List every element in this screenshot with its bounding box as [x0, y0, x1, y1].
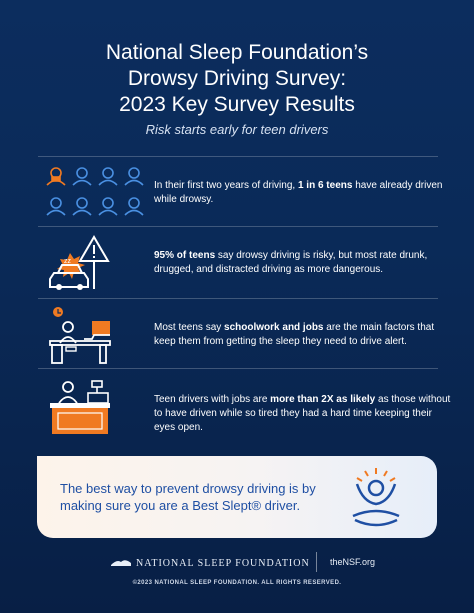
risky-car-icon: zz — [44, 233, 114, 298]
best-slept-callout: The best way to prevent drowsy driving i… — [37, 456, 437, 538]
callout-text: The best way to prevent drowsy driving i… — [60, 481, 316, 513]
finding-text-4: Teen drivers with jobs are more than 2X … — [154, 394, 451, 433]
finding-text-2: 95% of teens say drowsy driving is risky… — [154, 250, 428, 275]
finding-row-2: zz 95% of teens say drowsy driving is ri… — [38, 226, 438, 299]
student-desk-icon — [44, 303, 114, 370]
finding-text-1: In their first two years of driving, 1 i… — [154, 180, 443, 205]
cashier-icon — [44, 377, 114, 444]
footer-divider — [316, 552, 317, 572]
title-line-3: 2023 Key Survey Results — [119, 93, 355, 116]
sleeping-person-icon — [110, 554, 132, 572]
finding-row-4: Teen drivers with jobs are more than 2X … — [38, 368, 450, 447]
page-title: National Sleep Foundation’s Drowsy Drivi… — [0, 40, 474, 118]
finding-row-1: In their first two years of driving, 1 i… — [38, 156, 442, 227]
svg-text:zz: zz — [64, 258, 72, 265]
teens-grid-icon — [44, 163, 144, 226]
page-subtitle: Risk starts early for teen drivers — [145, 122, 329, 137]
nsf-logo: NATIONAL SLEEP FOUNDATION — [110, 556, 310, 570]
title-line-1: National Sleep Foundation’s — [105, 41, 369, 64]
footer-url[interactable]: theNSF.org — [330, 557, 376, 567]
copyright-notice: ©2023 NATIONAL SLEEP FOUNDATION. ALL RIG… — [132, 580, 342, 586]
title-line-2: Drowsy Driving Survey: — [127, 67, 347, 90]
finding-text-3: Most teens say schoolwork and jobs are t… — [154, 322, 435, 347]
finding-row-3: Most teens say schoolwork and jobs are t… — [38, 298, 438, 369]
org-name: NATIONAL SLEEP FOUNDATION — [136, 557, 310, 569]
best-slept-person-icon — [343, 464, 409, 535]
